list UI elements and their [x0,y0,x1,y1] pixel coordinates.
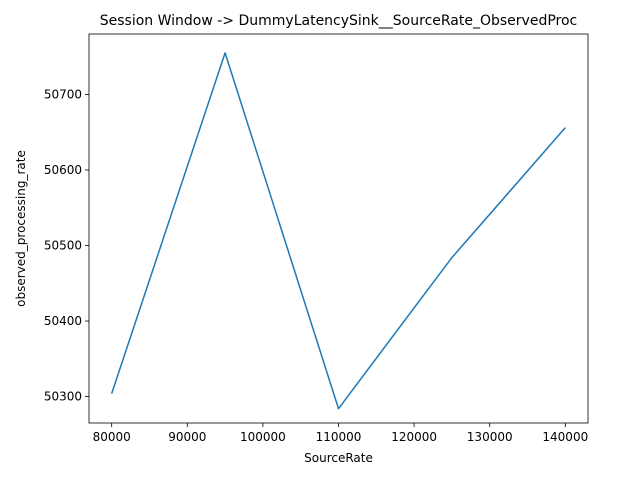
x-axis-ticks: 80000 90000 100000 110000 120000 130000 140000 [93,423,588,444]
y-tick-label: 50700 [44,87,82,101]
y-tick-label: 50300 [44,390,82,404]
x-tick-label: 110000 [316,430,362,444]
series-line [110,52,566,410]
y-tick-label: 50400 [44,314,82,328]
y-axis-ticks: 50300 50400 50500 50600 50700 [44,87,89,404]
x-tick-label: 90000 [168,430,206,444]
x-tick-label: 80000 [93,430,131,444]
chart-title: Session Window -> DummyLatencySink__Sour… [100,13,578,29]
y-axis-label: observed_processing_rate [14,150,28,307]
y-tick-label: 50500 [44,238,82,252]
y-tick-label: 50600 [44,163,82,177]
x-axis-label: SourceRate [304,451,373,465]
plot-area [110,52,566,410]
x-tick-label: 140000 [542,430,588,444]
x-tick-label: 120000 [391,430,437,444]
axes-frame [88,33,589,424]
x-tick-label: 100000 [240,430,286,444]
x-tick-label: 130000 [467,430,513,444]
